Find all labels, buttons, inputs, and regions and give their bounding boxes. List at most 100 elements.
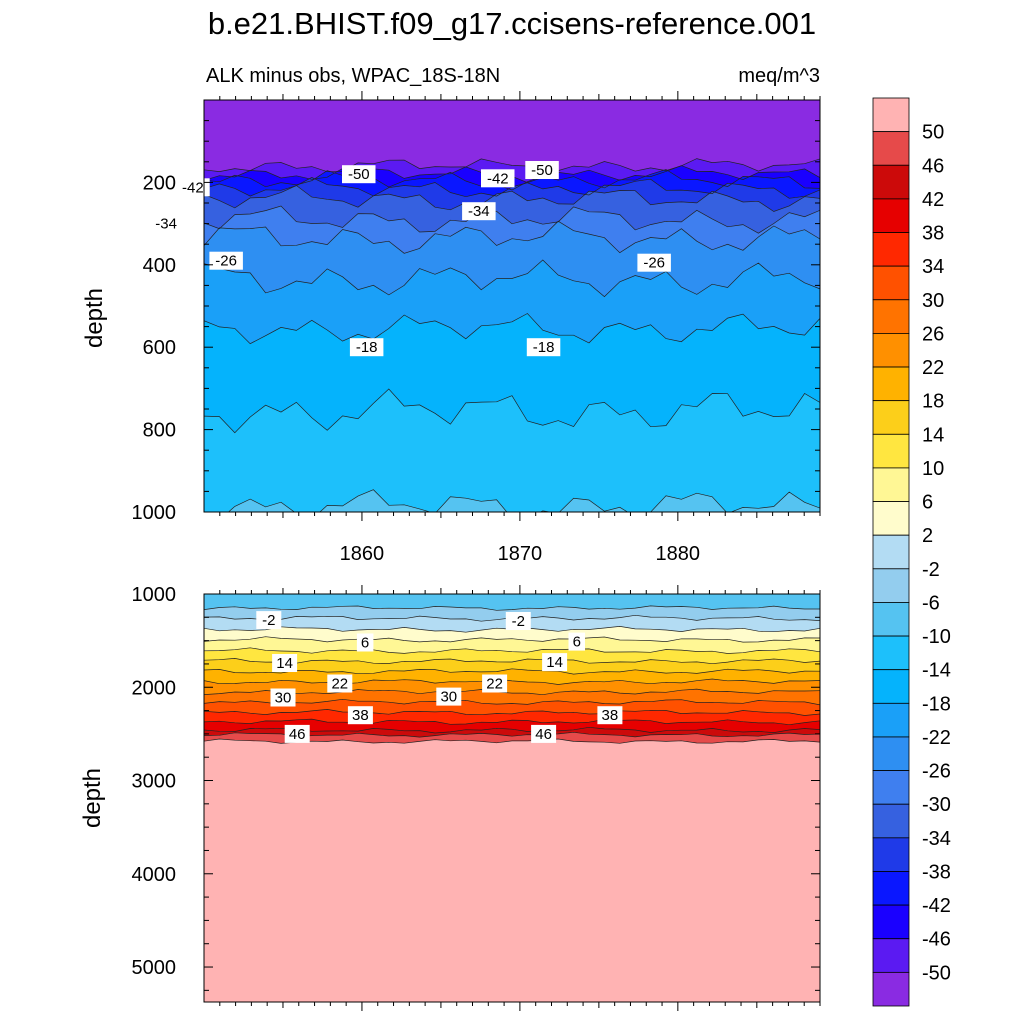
upper-contour-label-bg-0: [342, 165, 376, 184]
upper-isoline-0: [204, 158, 820, 175]
colorbar-box-10: [872, 635, 910, 671]
lower-band-11: [204, 594, 820, 611]
colorbar-box-26: [872, 97, 910, 133]
colorbar-label-46: 46: [922, 155, 944, 177]
upper-contour-label-bg-1: [525, 161, 559, 179]
colorbar-box-7: [872, 736, 910, 771]
lower-isoline-11: [204, 605, 820, 611]
lower-plot-frame: [203, 593, 821, 1003]
lower-contour-label-12: 46: [289, 726, 306, 743]
lower-contour-label-1: -2: [512, 613, 525, 630]
lower-contour-label-10: 38: [352, 707, 369, 724]
colorbar-label--42: -42: [922, 895, 951, 917]
lower-contour-label-9: 30: [440, 689, 457, 706]
upper-band-6: [204, 206, 820, 254]
upper-contour-label-5: -34: [468, 203, 490, 220]
upper-panel: -50 -50 -42 -42 -34 -34 -26 -26 -18 -18 200 400 600…: [81, 91, 821, 565]
upper-xtick-label-1870: 1870: [498, 543, 543, 565]
lower-band-26: [204, 739, 820, 1002]
lower-band-18: [204, 668, 820, 685]
lower-contour-label-bg-1: [505, 612, 531, 630]
colorbar-box-21: [872, 265, 910, 301]
lower-band-16: [204, 647, 820, 664]
colorbar-label-26: 26: [922, 323, 944, 345]
colorbar-label--34: -34: [922, 828, 951, 850]
colorbar-box-16: [872, 433, 910, 469]
lower-isoline-14: [204, 636, 820, 643]
colorbar-label-38: 38: [922, 223, 944, 245]
upper-contour-label-bg-8: [349, 338, 384, 357]
upper-isoline-4: [204, 185, 820, 212]
colorbar-box-19: [872, 333, 910, 368]
lower-axis-ticks: 1000 2000 3000 4000 5000: [132, 584, 821, 1011]
colorbar-label--30: -30: [922, 794, 951, 816]
colorbar-label-30: 30: [922, 290, 944, 312]
lower-contour-label-3: 6: [573, 634, 581, 651]
upper-contour-label-bg-6: [209, 251, 243, 270]
lower-isoline-17: [204, 668, 820, 675]
lower-contour-label-5: 14: [546, 654, 563, 671]
lower-contour-label-bg-7: [482, 674, 508, 693]
upper-band-8: [204, 260, 820, 344]
variable-label: ALK minus obs, WPAC_18S-18N: [206, 65, 500, 87]
lower-band-24: [204, 727, 820, 738]
lower-isoline-21: [204, 709, 820, 716]
lower-contour-label-bg-2: [356, 633, 374, 652]
lower-band-17: [204, 658, 820, 675]
upper-contour-label-bg-7: [637, 253, 671, 272]
lower-band-25: [204, 732, 820, 744]
colorbar-box-5: [872, 803, 910, 839]
upper-contour-fills: [204, 100, 820, 512]
upper-contour-label-bg-2: [176, 178, 210, 197]
upper-isoline-9: [204, 388, 820, 434]
units-label: meq/m^3: [738, 65, 820, 87]
upper-xtick-label-1860: 1860: [340, 543, 385, 565]
colorbar-label--14: -14: [922, 660, 951, 682]
lower-ytick-label-2000: 2000: [132, 677, 177, 699]
colorbar-label--10: -10: [922, 626, 951, 648]
lower-contour-label-0: -2: [262, 612, 275, 629]
lower-contour-label-13: 46: [535, 726, 552, 743]
colorbar-box-22: [872, 232, 910, 267]
colorbar-box-8: [872, 702, 910, 738]
upper-isoline-8: [204, 313, 820, 345]
lower-contour-label-bg-9: [436, 687, 462, 706]
upper-band-0: [204, 100, 820, 174]
lower-contour-label-bg-4: [272, 654, 298, 672]
colorbar-box-20: [872, 299, 910, 334]
colorbar-box-4: [872, 837, 910, 872]
upper-ytick-label-400: 400: [143, 255, 176, 277]
colorbar-box-0: [872, 971, 910, 1007]
colorbar-label--22: -22: [922, 727, 951, 749]
lower-contour-label-bg-0: [256, 611, 282, 630]
lower-isoline-20: [204, 698, 820, 706]
upper-isoline-2: [204, 169, 820, 191]
lower-ytick-label-3000: 3000: [132, 771, 177, 793]
upper-ytick-label-200: 200: [143, 172, 176, 194]
upper-contour-label-1: -50: [531, 162, 553, 179]
lower-contour-label-7: 22: [486, 676, 503, 693]
colorbar: 50 46 42 38 34 30 26 22 18 14 10 6 2 -2 -6 -10 -14 -18 -22…: [872, 97, 951, 1007]
lower-isoline-16: [204, 658, 820, 665]
colorbar-box-15: [872, 467, 910, 502]
lower-contour-label-bg-8: [270, 688, 296, 707]
colorbar-box-3: [872, 871, 910, 906]
upper-band-10: [204, 389, 820, 512]
upper-ylabel: depth: [81, 288, 108, 348]
figure-title: b.e21.BHIST.f09_g17.ccisens-reference.00…: [208, 6, 816, 41]
colorbar-label--18: -18: [922, 693, 951, 715]
colorbar-label--26: -26: [922, 761, 951, 783]
lower-contour-label-bg-3: [568, 632, 585, 651]
lower-contour-label-bg-6: [327, 674, 353, 693]
lower-contour-label-bg-12: [284, 724, 310, 743]
lower-contour-label-bg-10: [347, 706, 373, 725]
lower-contour-label-8: 30: [275, 690, 292, 707]
upper-contour-label-bg-5: [462, 202, 496, 221]
colorbar-box-12: [872, 568, 910, 603]
lower-contour-label-bg-13: [531, 724, 557, 743]
colorbar-label--38: -38: [922, 862, 951, 884]
upper-contour-label-3: -42: [487, 170, 509, 187]
upper-contour-label-7: -26: [643, 255, 665, 272]
colorbar-box-1: [872, 938, 910, 973]
